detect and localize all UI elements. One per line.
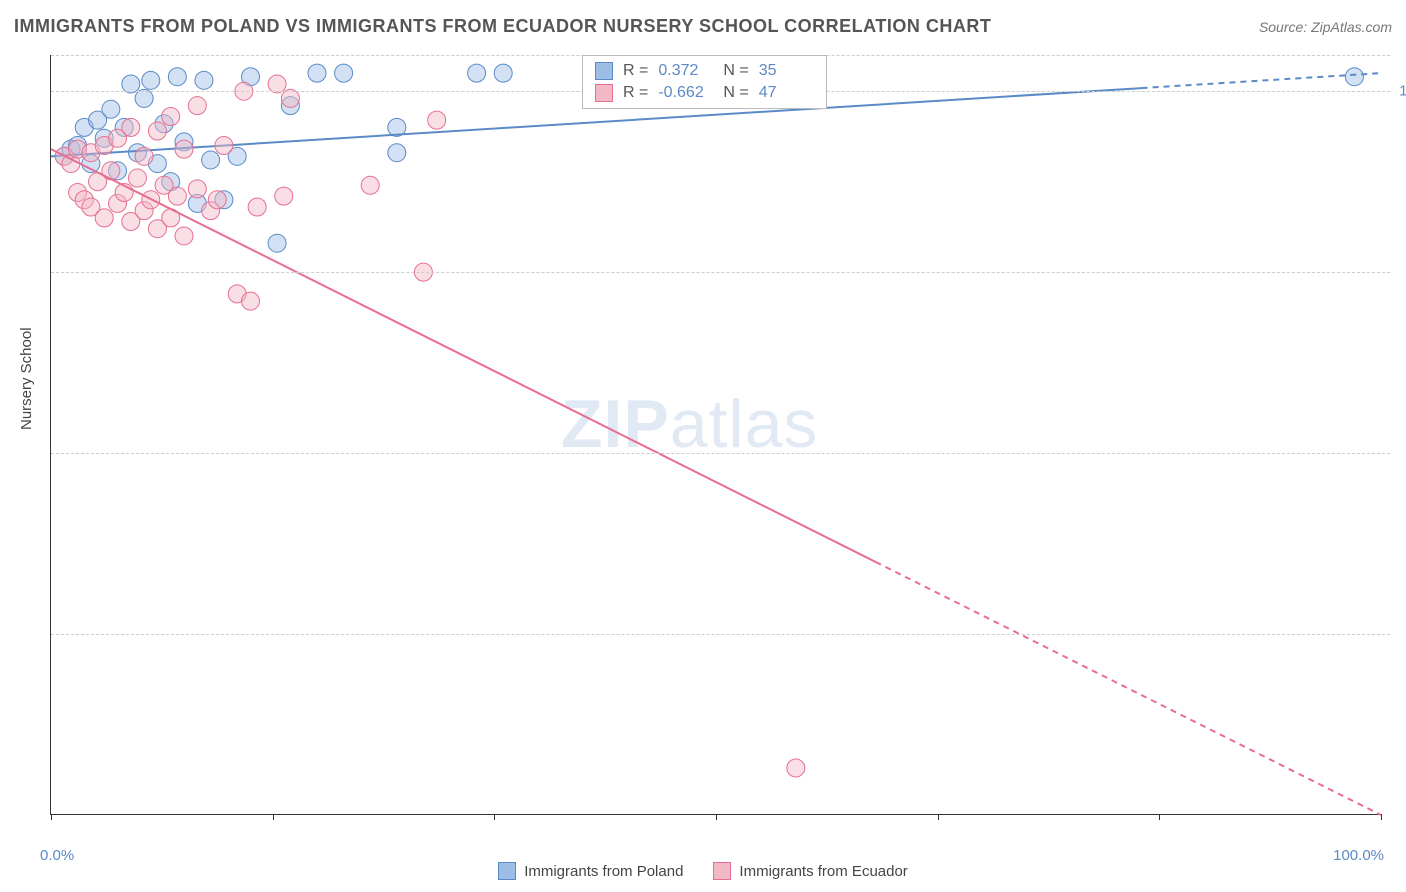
y-tick-label: 85.0%	[1390, 626, 1406, 643]
legend-item-ecuador: Immigrants from Ecuador	[713, 862, 907, 880]
data-point	[175, 227, 193, 245]
x-tick	[1159, 814, 1160, 820]
data-point	[128, 169, 146, 187]
data-point	[168, 187, 186, 205]
trend-line-solid	[51, 149, 876, 562]
stat-r-value: -0.662	[658, 84, 713, 102]
data-point	[142, 71, 160, 89]
data-point	[468, 64, 486, 82]
source-attribution: Source: ZipAtlas.com	[1259, 19, 1392, 35]
stat-n-label: N =	[723, 62, 748, 80]
y-tick-label: 100.0%	[1390, 83, 1406, 100]
source-name: ZipAtlas.com	[1311, 19, 1392, 35]
stat-n-value: 35	[759, 62, 814, 80]
stat-swatch	[595, 84, 613, 102]
data-point	[135, 147, 153, 165]
stats-box: R = 0.372 N = 35 R = -0.662 N = 47	[582, 55, 827, 109]
data-point	[308, 64, 326, 82]
y-tick-label: 95.0%	[1390, 264, 1406, 281]
data-point	[248, 198, 266, 216]
data-point	[388, 144, 406, 162]
x-tick	[273, 814, 274, 820]
y-axis-label: Nursery School	[18, 327, 35, 430]
source-label: Source:	[1259, 19, 1311, 35]
x-tick	[494, 814, 495, 820]
legend-label-poland: Immigrants from Poland	[524, 863, 683, 880]
stat-swatch	[595, 62, 613, 80]
data-point	[361, 176, 379, 194]
bottom-legend: Immigrants from Poland Immigrants from E…	[0, 862, 1406, 880]
x-end-label: 100.0%	[1333, 847, 1384, 864]
x-tick	[1381, 814, 1382, 820]
data-point	[335, 64, 353, 82]
gridline	[51, 634, 1390, 635]
chart-svg	[51, 55, 1380, 814]
data-point	[188, 97, 206, 115]
gridline	[51, 453, 1390, 454]
stat-n-label: N =	[723, 84, 748, 102]
data-point	[1345, 68, 1363, 86]
x-start-label: 0.0%	[40, 847, 74, 864]
data-point	[175, 140, 193, 158]
data-point	[102, 100, 120, 118]
y-tick-label: 90.0%	[1390, 445, 1406, 462]
stat-r-label: R =	[623, 84, 648, 102]
stats-row: R = 0.372 N = 35	[583, 60, 826, 82]
data-point	[268, 234, 286, 252]
chart-title: IMMIGRANTS FROM POLAND VS IMMIGRANTS FRO…	[14, 16, 991, 37]
data-point	[242, 292, 260, 310]
data-point	[188, 180, 206, 198]
legend-item-poland: Immigrants from Poland	[498, 862, 683, 880]
data-point	[95, 209, 113, 227]
data-point	[162, 108, 180, 126]
legend-label-ecuador: Immigrants from Ecuador	[739, 863, 907, 880]
data-point	[195, 71, 213, 89]
gridline	[51, 272, 1390, 273]
data-point	[202, 151, 220, 169]
x-tick	[938, 814, 939, 820]
data-point	[168, 68, 186, 86]
data-point	[208, 191, 226, 209]
x-tick	[51, 814, 52, 820]
data-point	[494, 64, 512, 82]
legend-swatch-poland	[498, 862, 516, 880]
data-point	[102, 162, 120, 180]
data-point	[148, 122, 166, 140]
data-point	[215, 136, 233, 154]
trend-line-dashed	[1142, 73, 1381, 88]
stats-row: R = -0.662 N = 47	[583, 82, 826, 104]
plot-area: ZIPatlas 85.0%90.0%95.0%100.0%	[50, 55, 1380, 815]
stat-r-value: 0.372	[658, 62, 713, 80]
stat-r-label: R =	[623, 62, 648, 80]
data-point	[122, 118, 140, 136]
trend-line-dashed	[876, 562, 1381, 815]
x-tick	[716, 814, 717, 820]
data-point	[275, 187, 293, 205]
data-point	[787, 759, 805, 777]
stat-n-value: 47	[759, 84, 814, 102]
data-point	[428, 111, 446, 129]
legend-swatch-ecuador	[713, 862, 731, 880]
